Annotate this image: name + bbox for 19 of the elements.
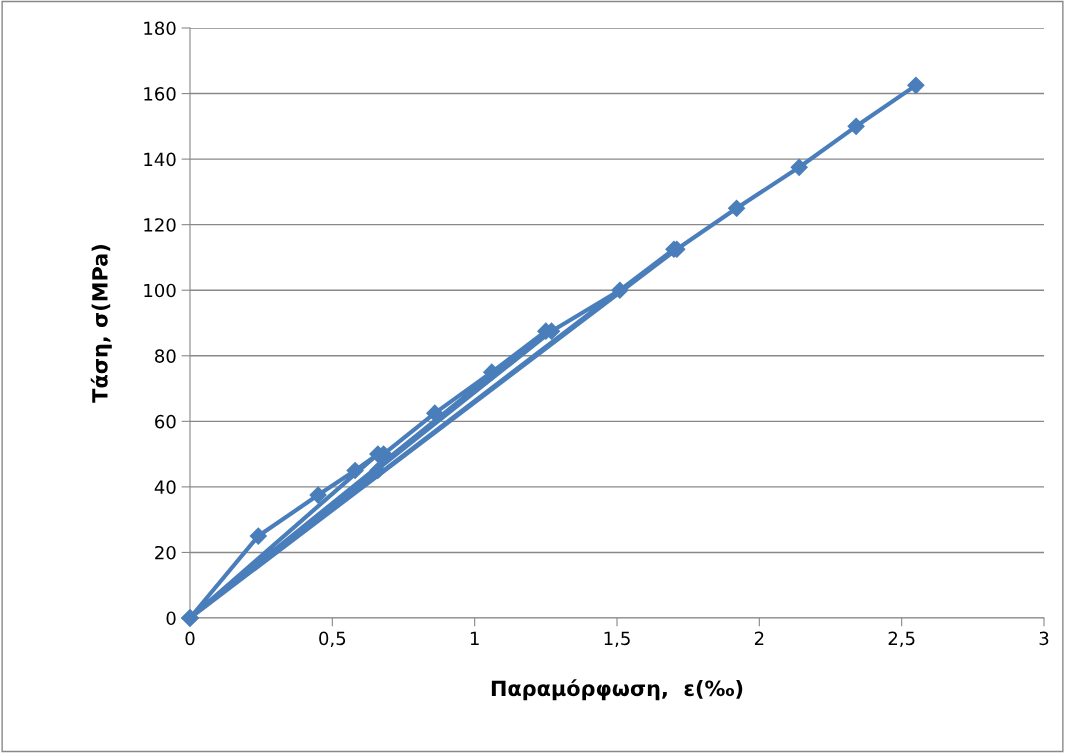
x-tick-label: 0 bbox=[185, 631, 195, 646]
y-tick-label: 20 bbox=[155, 545, 176, 560]
y-axis-title: Τάση, σ(MPa) bbox=[90, 245, 112, 403]
x-tick-label: 0,5 bbox=[319, 631, 346, 648]
y-tick-label: 100 bbox=[144, 283, 176, 298]
y-tick-label: 120 bbox=[144, 218, 176, 232]
x-tick-label: 2,5 bbox=[888, 631, 915, 648]
x-tick-label: 2 bbox=[754, 631, 764, 645]
x-tick-label: 1 bbox=[470, 631, 479, 645]
y-tick-label: 140 bbox=[144, 152, 176, 167]
x-tick-label: 1,5 bbox=[604, 631, 630, 648]
y-tick-label: 180 bbox=[144, 21, 176, 36]
y-tick-label: 0 bbox=[166, 611, 176, 626]
y-tick-label: 80 bbox=[155, 349, 176, 363]
y-tick-label: 40 bbox=[154, 480, 176, 495]
y-tick-label: 160 bbox=[144, 87, 176, 101]
x-tick-label: 3 bbox=[1039, 631, 1049, 646]
y-tick-label: 60 bbox=[155, 414, 176, 429]
x-axis-title: Παραμόρφωση, ε(‰) bbox=[491, 679, 743, 701]
